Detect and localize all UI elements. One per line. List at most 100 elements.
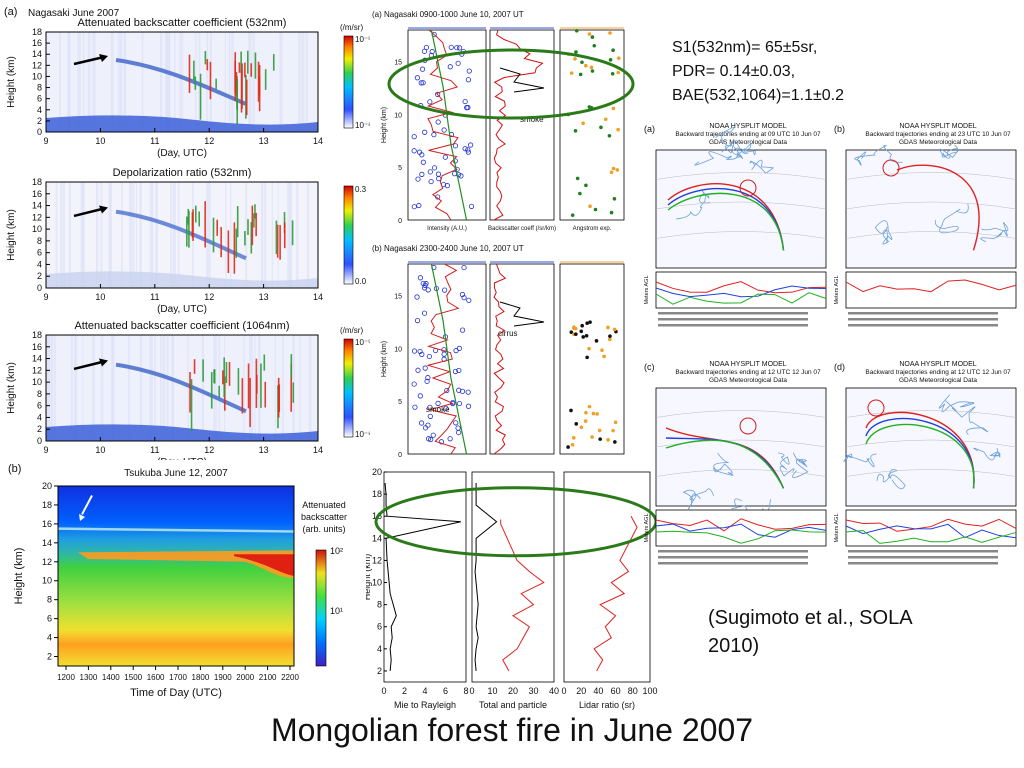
lidar-plot-3: Attenuated backscatter coefficient (1064…: [6, 320, 370, 460]
depol-marker: [421, 48, 428, 54]
depol-marker: [427, 169, 433, 175]
angstrom-marker: [594, 339, 599, 343]
noise-stripe: [260, 182, 264, 288]
angstrom-marker: [590, 435, 594, 439]
depol-marker: [462, 98, 468, 105]
y-tick-label: 14: [32, 49, 42, 59]
colorbar: [343, 185, 354, 285]
noise-stripe: [264, 182, 267, 288]
cloud-streak: [186, 216, 188, 247]
cloud-streak: [240, 51, 242, 73]
hysplit-header3: GDAS Meteorological Data: [899, 139, 977, 146]
y-tick-label: 12: [42, 557, 52, 567]
cirrus-core: [234, 554, 294, 576]
depol-marker: [419, 66, 426, 72]
depol-marker: [442, 154, 448, 160]
y-axis-label: Height (km): [6, 362, 17, 414]
y-tick-label: 15: [394, 294, 402, 301]
y-tick-label: 10: [32, 71, 42, 81]
y-tick-label: 2: [37, 271, 42, 281]
y-tick-label: 4: [37, 105, 42, 115]
noise-stripe: [162, 335, 166, 441]
depol-marker: [421, 310, 428, 316]
cloud-streak: [223, 357, 225, 398]
depol-marker: [411, 348, 418, 354]
cloud-streak: [257, 61, 260, 102]
cloud-streak: [238, 62, 241, 73]
map-frame: [655, 387, 827, 507]
angstrom-marker: [570, 443, 575, 447]
nagasaki-profile-plots: (a) Nagasaki 0900-1000 June 10, 2007 UT 0…: [372, 10, 635, 459]
particle-depol-line: [500, 519, 545, 672]
angstrom-marker: [584, 333, 589, 338]
lidar-plot-2: Depolarization ratio (532nm)024681012141…: [6, 167, 367, 315]
angstrom-marker: [595, 412, 599, 416]
smoke-layer: [115, 209, 247, 261]
map-frame: [845, 149, 1017, 269]
angstrom-marker: [600, 348, 604, 353]
angstrom-marker: [570, 213, 575, 217]
boundary-layer: [46, 271, 318, 288]
profile-block-title: (b) Nagasaki 2300-2400 June 10, 2007 UT: [372, 244, 524, 253]
y-tick-label: 2: [37, 424, 42, 434]
depol-marker: [447, 436, 453, 442]
angstrom-marker: [566, 445, 570, 449]
x-tick-label: 9: [43, 445, 48, 455]
x-tick-label: 0: [381, 686, 386, 696]
depol-marker: [441, 351, 447, 357]
hysplit-header2: Backward trajectories ending at 09 UTC 1…: [675, 131, 821, 138]
y-tick-label: 0: [398, 218, 402, 225]
angstrom-marker: [581, 335, 586, 339]
noise-stripe: [47, 335, 50, 441]
coastline: [731, 498, 771, 516]
hysplit-header3: GDAS Meteorological Data: [709, 139, 787, 146]
noise-stripe: [208, 182, 211, 288]
x-tick-label: 11: [150, 445, 159, 455]
depol-marker: [452, 368, 459, 375]
noise-stripe: [201, 335, 205, 441]
coastline: [874, 220, 893, 245]
angstrom-marker: [612, 327, 617, 332]
agl-label: Meters AGL: [644, 513, 650, 542]
panel-b-tag: (b): [8, 463, 21, 475]
cloud-streak: [198, 211, 200, 227]
grid-arc: [845, 439, 1017, 448]
noise-stripe: [92, 335, 95, 441]
noise-stripe: [243, 335, 245, 441]
depol-marker: [467, 142, 474, 148]
intensity-red: [426, 29, 459, 221]
noise-stripe: [128, 335, 130, 441]
plot-frame: [45, 334, 319, 442]
y-axis-label: Height (km): [381, 107, 388, 143]
angstrom-marker: [603, 117, 608, 122]
hysplit-tag: (a): [644, 124, 655, 134]
depol-marker: [448, 44, 454, 50]
coastline: [938, 394, 975, 413]
noise-stripe: [129, 182, 132, 288]
x-tick-label: 13: [259, 292, 269, 302]
y-tick-label: 4: [47, 633, 52, 643]
profile-frame: [489, 263, 555, 455]
retrieved-parameters: S1(532nm)= 65±5sr, PDR= 0.14±0.03, BAE(5…: [672, 36, 844, 108]
angstrom-marker: [575, 176, 580, 181]
noise-stripe: [80, 182, 84, 288]
depol-marker: [419, 152, 425, 158]
arrow-line: [73, 360, 105, 371]
cloud-streak: [256, 374, 258, 394]
cloud-streak: [247, 363, 250, 409]
tsukuba-frame: [57, 485, 295, 667]
grid-arc: [655, 469, 827, 477]
colorbar-title-line: Attenuated: [302, 500, 346, 510]
x-tick-label: 9: [43, 292, 48, 302]
depol-marker: [431, 132, 437, 138]
y-tick-label: 6: [377, 622, 382, 632]
depol-marker: [442, 287, 448, 293]
angstrom-marker: [578, 191, 582, 196]
depol-marker: [417, 275, 424, 281]
x-axis-label: Lidar ratio (sr): [579, 700, 635, 710]
hysplit-tag: (d): [834, 362, 845, 372]
cloud-streak: [251, 205, 254, 246]
coastline: [749, 159, 774, 174]
grid-arc: [655, 439, 827, 448]
y-tick-label: 10: [394, 112, 402, 119]
